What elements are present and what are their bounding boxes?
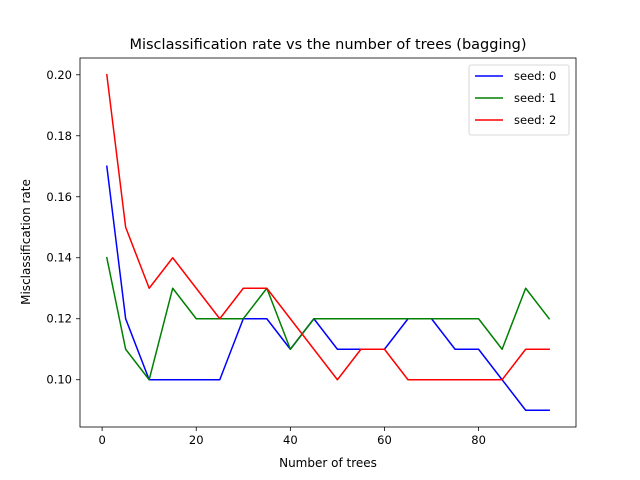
series-line-seed-2 <box>105 73 550 381</box>
x-tick-label: 0 <box>98 433 105 447</box>
y-tick-label: 0.10 <box>46 373 72 387</box>
chart-title: Misclassification rate vs the number of … <box>129 37 526 53</box>
legend-label-seed-0: seed: 0 <box>514 69 556 83</box>
y-axis-label: Misclassification rate <box>19 179 33 305</box>
x-tick-label: 40 <box>283 433 298 447</box>
series-line-seed-0 <box>105 165 550 411</box>
x-axis-label: Number of trees <box>279 456 377 470</box>
legend-label-seed-1: seed: 1 <box>514 91 556 105</box>
x-tick-label: 20 <box>189 433 204 447</box>
legend-label-seed-2: seed: 2 <box>514 113 556 127</box>
axes-frame <box>79 57 577 428</box>
x-tick-label: 60 <box>377 433 392 447</box>
series-line-seed-1 <box>105 256 551 381</box>
legend-box <box>468 64 570 136</box>
y-tick-label: 0.18 <box>46 129 72 143</box>
x-tick-label: 80 <box>471 433 486 447</box>
plot-area: 0 20 40 60 80 0.10 0.12 0.14 0.16 0.18 0.20 seed: 0… <box>46 57 577 447</box>
y-tick-label: 0.12 <box>46 312 72 326</box>
y-tick-label: 0.14 <box>46 251 72 265</box>
y-tick-label: 0.16 <box>46 190 72 204</box>
y-tick-label: 0.20 <box>46 68 72 82</box>
